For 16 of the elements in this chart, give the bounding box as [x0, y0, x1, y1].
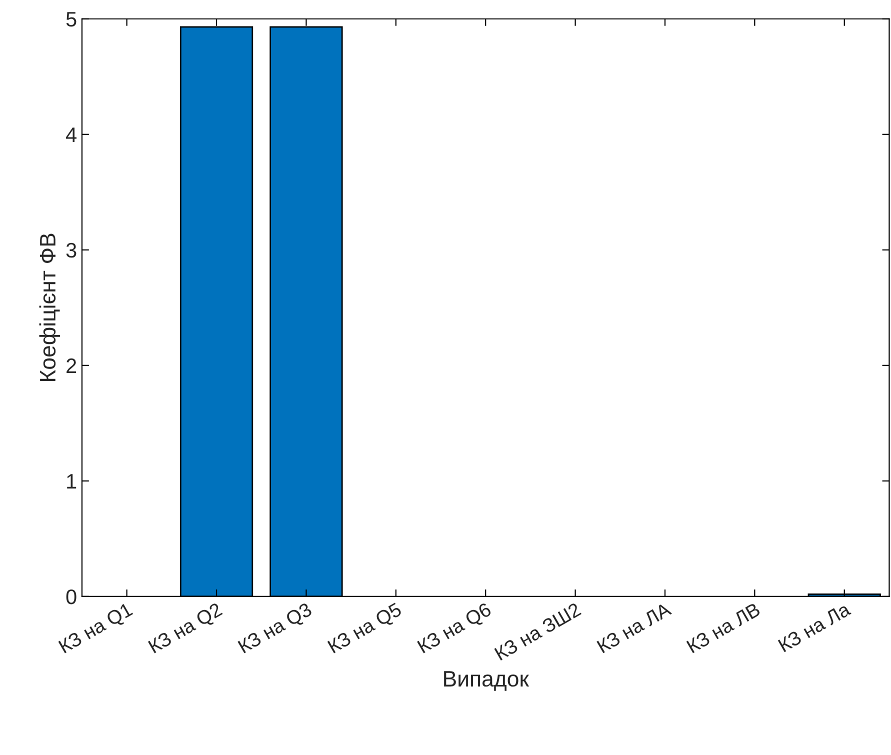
y-tick-label: 4 [66, 128, 76, 142]
x-tick-label: КЗ на ЛА [596, 602, 672, 654]
x-tick-label: КЗ на ЛВ [686, 602, 761, 654]
x-tick-label: КЗ на Q2 [148, 602, 225, 656]
y-tick-label: 5 [66, 12, 76, 27]
x-tick-label: КЗ на Q3 [238, 602, 314, 656]
x-tick-label: КЗ на ЗШ2 [494, 602, 582, 661]
y-tick-label: 3 [66, 242, 76, 258]
y-tick-label: 2 [66, 358, 76, 373]
y-tick-label: 0 [66, 589, 76, 604]
y-tick-label: 1 [67, 474, 76, 488]
x-tick-label: КЗ на Q6 [416, 602, 494, 656]
y-axis-title: Коефіцієнт ФВ [39, 234, 60, 381]
x-axis-title: Випадок [444, 671, 530, 691]
x-tick-label: КЗ на Ла [778, 602, 852, 652]
x-tick-label: КЗ на Q5 [327, 602, 404, 656]
